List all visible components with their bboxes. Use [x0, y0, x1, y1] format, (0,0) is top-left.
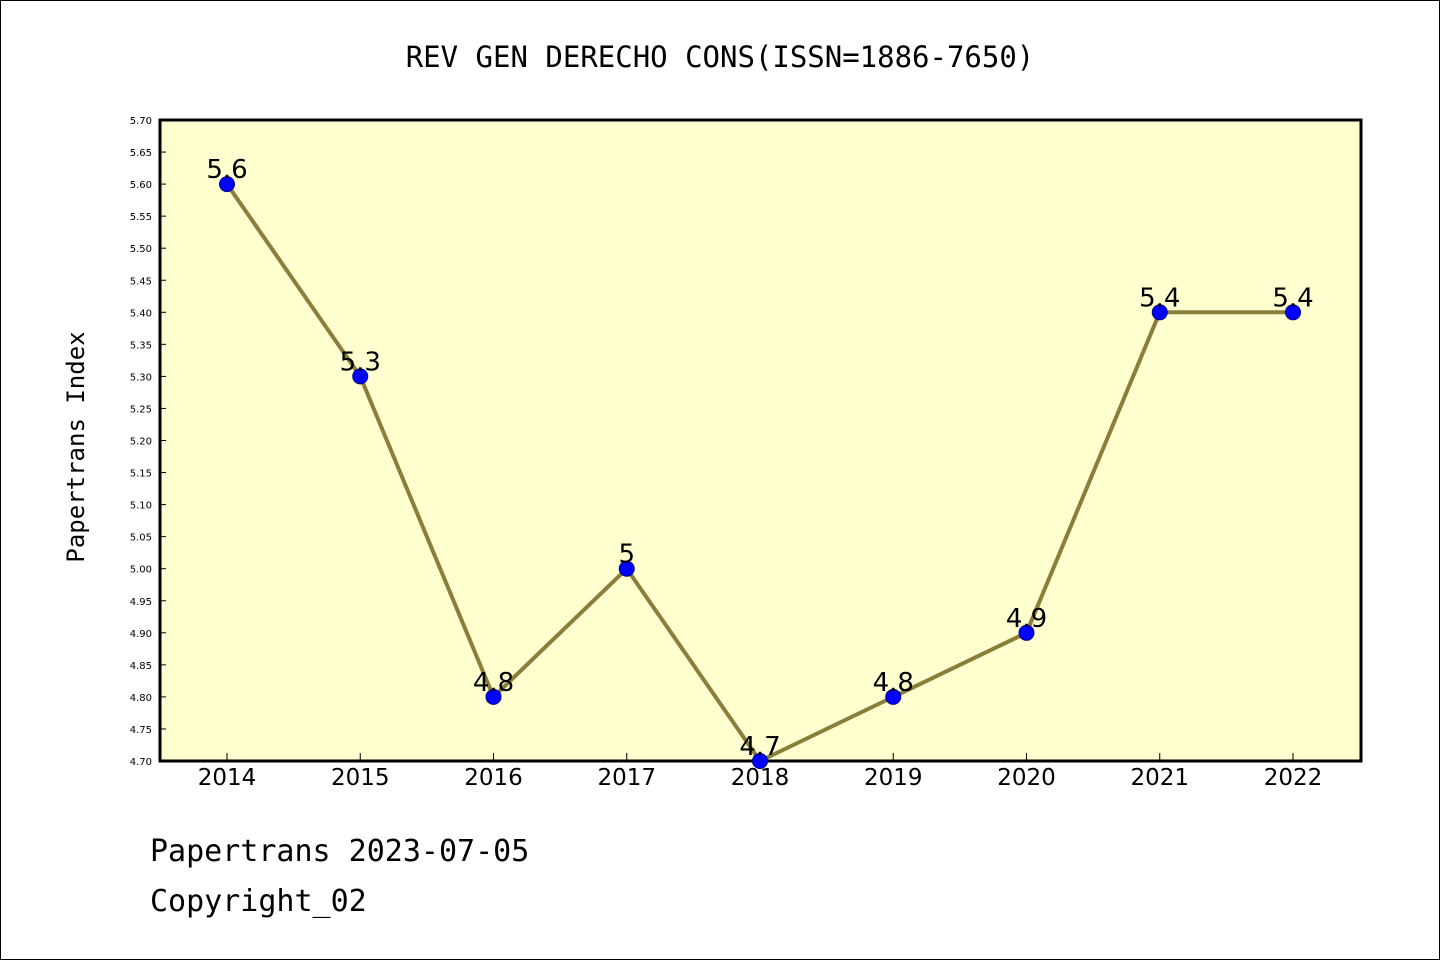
y-tick-label: 4.85 [130, 661, 152, 672]
x-tick-label: 2017 [597, 765, 656, 791]
x-tick-label: 2015 [331, 765, 390, 791]
plot-area [158, 118, 1363, 763]
data-point [885, 688, 902, 705]
data-label: 4.8 [873, 668, 914, 698]
data-point [1018, 624, 1035, 641]
data-label: 5.4 [1139, 283, 1180, 313]
y-axis-label: Papertrans Index [62, 331, 90, 562]
x-tick-label: 2018 [731, 765, 790, 791]
y-tick-label: 5.50 [130, 244, 152, 255]
x-tick-label: 2021 [1130, 765, 1189, 791]
x-tick-label: 2022 [1264, 765, 1323, 791]
y-tick-label: 4.80 [130, 693, 152, 704]
footer-copyright: Copyright_02 [150, 884, 367, 919]
y-tick-label: 5.20 [130, 437, 152, 448]
y-tick-label: 5.00 [130, 565, 152, 576]
x-tick-label: 2014 [198, 765, 257, 791]
y-tick-label: 5.10 [130, 501, 152, 512]
chart-title: REV GEN DERECHO CONS(ISSN=1886-7650) [406, 40, 1035, 74]
y-tick-label: 4.75 [130, 725, 152, 736]
x-tick-label: 2016 [464, 765, 523, 791]
data-point [352, 368, 369, 385]
footer-date: Papertrans 2023-07-05 [150, 834, 530, 869]
y-tick-label: 5.60 [130, 180, 152, 191]
y-tick-label: 5.25 [130, 404, 152, 415]
data-label: 5 [618, 540, 635, 570]
y-tick-label: 4.90 [130, 629, 152, 640]
y-tick-label: 5.70 [130, 116, 152, 127]
data-point [618, 560, 635, 577]
data-label: 4.7 [739, 732, 780, 762]
data-point-group [219, 176, 1301, 769]
data-label-group: 5.6 5.3 4.8 5 4.7 4.8 4.9 5.4 5.4 [206, 155, 1313, 762]
y-tick-label: 5.55 [130, 212, 152, 223]
data-label: 5.6 [206, 155, 247, 185]
data-label: 5.3 [340, 347, 381, 377]
y-tick-label: 5.45 [130, 276, 152, 287]
data-label: 4.8 [473, 668, 514, 698]
x-tick-label: 2019 [864, 765, 923, 791]
x-axis: 2014 2015 2016 2017 2018 2019 2020 2021 2022 [198, 753, 1323, 791]
y-tick-label: 5.65 [130, 148, 152, 159]
x-tick-label: 2020 [997, 765, 1056, 791]
y-tick-label: 5.05 [130, 533, 152, 544]
y-tick-label: 5.30 [130, 372, 152, 383]
data-point [1285, 304, 1301, 321]
y-tick-label: 4.70 [130, 757, 152, 768]
data-label: 5.4 [1272, 283, 1313, 313]
y-tick-label: 4.95 [130, 597, 152, 608]
data-label: 4.9 [1006, 604, 1047, 634]
data-point [1151, 304, 1168, 321]
data-point [485, 688, 502, 705]
data-point [752, 753, 768, 769]
y-tick-label: 5.15 [130, 469, 152, 480]
data-point [219, 176, 235, 193]
y-axis: 4.70 4.75 4.80 4.85 4.90 4.95 5.00 5.05 5.10 5.15… [130, 116, 166, 768]
y-tick-label: 5.40 [130, 308, 152, 319]
y-tick-label: 5.35 [130, 340, 152, 351]
